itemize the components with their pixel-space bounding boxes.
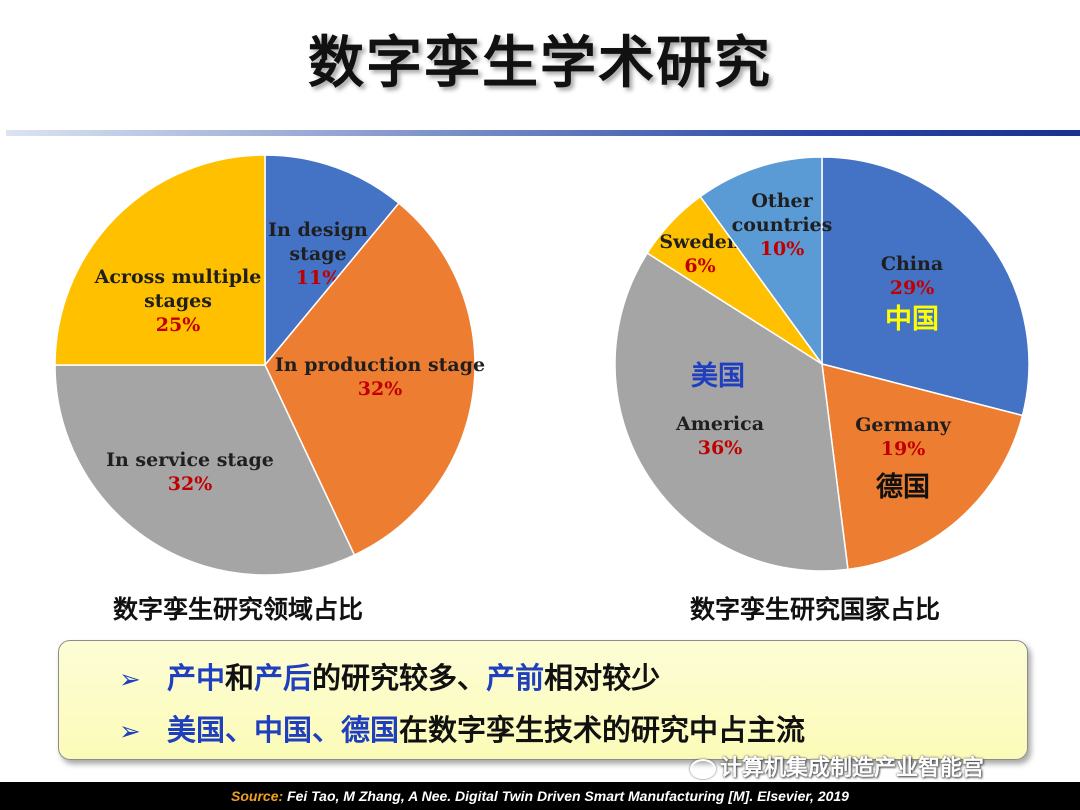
bullet-1-highlight-downstream: 产后	[254, 661, 313, 695]
bullet-1-highlight-upstream: 产前	[486, 661, 545, 695]
bullet-2-text: 在数字孪生技术的研究中占主流	[399, 713, 806, 747]
slice-label: stage	[289, 243, 346, 265]
watermark-text: 计算机集成制造产业智能宫	[720, 756, 985, 781]
slice-label: In design	[268, 219, 368, 241]
slice-label: America	[675, 413, 764, 435]
title-divider	[6, 130, 1080, 136]
slice-percent-label: 19%	[881, 438, 926, 460]
slice-percent-label: 32%	[168, 473, 213, 495]
slice-label: Sweden	[659, 231, 741, 253]
page-title: 数字孪生学术研究	[308, 31, 772, 96]
bullet-1-text-and: 和	[225, 661, 255, 695]
slice-percent-label: 29%	[890, 277, 935, 299]
pie-slice	[821, 156, 1030, 417]
slice-label: stages	[144, 290, 212, 312]
pie-slice	[54, 364, 356, 576]
summary-box: ➢ 产中和产后的研究较多、产前相对较少 ➢ 美国、中国、德国在数字孪生技术的研究中占…	[58, 640, 1028, 760]
summary-bullet-2: ➢ 美国、中国、德国在数字孪生技术的研究中占主流	[119, 707, 805, 749]
slice-label: In service stage	[106, 449, 274, 471]
country-chart-caption: 数字孪生研究国家占比	[690, 595, 941, 624]
source-citation: Fei Tao, M Zhang, A Nee. Digital Twin Dr…	[283, 788, 849, 804]
slice-label: In production stage	[275, 354, 485, 376]
pie-slice	[54, 154, 266, 366]
slice-percent-label: 6%	[684, 255, 715, 277]
arrow-bullet-icon: ➢	[119, 717, 141, 747]
summary-bullet-1: ➢ 产中和产后的研究较多、产前相对较少	[119, 655, 660, 697]
arrow-bullet-icon: ➢	[119, 665, 141, 695]
slice-percent-label: 32%	[358, 378, 403, 400]
slice-chinese-label: 德国	[876, 472, 930, 503]
slice-percent-label: 36%	[698, 437, 743, 459]
source-label: Source:	[231, 788, 284, 804]
bullet-1-text-less: 相对较少	[544, 661, 661, 695]
pie-slice	[699, 156, 823, 367]
bullet-2-highlight-countries: 美国、中国、德国	[167, 713, 400, 747]
slice-percent-label: 25%	[156, 314, 201, 336]
bullet-1-text-more: 的研究较多、	[312, 661, 487, 695]
bullet-1-highlight-midstream: 产中	[167, 661, 226, 695]
pie-slice	[264, 154, 400, 368]
slice-label: Germany	[855, 414, 952, 436]
wechat-icon	[690, 759, 716, 779]
slice-percent-label: 11%	[296, 267, 341, 289]
pie-slice	[821, 362, 1024, 571]
slice-label: Across multiple	[94, 266, 262, 288]
slice-chinese-label: 中国	[885, 304, 939, 335]
slice-chinese-label: 美国	[691, 360, 745, 392]
pie-slice	[614, 252, 849, 572]
watermark: 计算机集成制造产业智能宫	[690, 750, 984, 782]
domain-chart-caption: 数字孪生研究领域占比	[113, 595, 364, 624]
slice-label: countries	[732, 214, 833, 236]
slice-label: China	[881, 253, 943, 275]
source-footer: Source: Fei Tao, M Zhang, A Nee. Digital…	[0, 782, 1080, 810]
slice-label: Other	[751, 190, 813, 212]
slice-percent-label: 10%	[760, 238, 805, 260]
pie-slice	[264, 202, 476, 557]
